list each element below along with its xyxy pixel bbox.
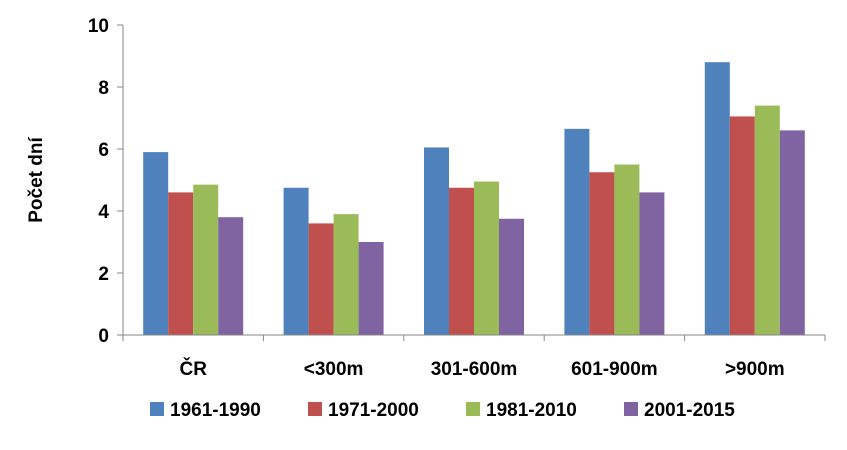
y-tick-label: 4 bbox=[98, 202, 109, 223]
x-tick-label: <300m bbox=[304, 359, 364, 380]
legend-label: 1981-2010 bbox=[486, 400, 577, 421]
bar-1981-2010->900m bbox=[754, 105, 780, 335]
bar-1961-1990-601-900m bbox=[564, 128, 590, 335]
legend-swatch bbox=[624, 402, 638, 416]
y-tick-label: 2 bbox=[98, 264, 109, 285]
y-tick-label: 8 bbox=[98, 78, 109, 99]
legend-swatch bbox=[150, 402, 164, 416]
legend-swatch bbox=[466, 402, 480, 416]
bar-1981-2010-<300m bbox=[333, 214, 359, 335]
legend-label: 1961-1990 bbox=[170, 400, 261, 421]
legend-swatch bbox=[308, 402, 322, 416]
bar-2001-2015-ČR bbox=[218, 217, 244, 335]
y-tick-label: 0 bbox=[98, 326, 109, 347]
axes bbox=[122, 25, 825, 336]
legend: 1961-1990 1971-2000 1981-2010 2001-2015 bbox=[150, 400, 735, 421]
bar-1971-2000-ČR bbox=[168, 192, 194, 335]
bar-1971-2000->900m bbox=[729, 116, 755, 335]
y-axis-title: Počet dní bbox=[26, 137, 47, 223]
bar-1971-2000-<300m bbox=[308, 223, 334, 335]
bar-1981-2010-301-600m bbox=[474, 181, 499, 335]
bar-2001-2015-301-600m bbox=[499, 218, 524, 335]
bar-2001-2015-<300m bbox=[358, 242, 384, 335]
bar-1961-1990-301-600m bbox=[424, 147, 449, 335]
bar-1981-2010-ČR bbox=[193, 184, 219, 335]
y-axis: 0 2 4 6 8 10 bbox=[88, 16, 123, 347]
bar-1961-1990-<300m bbox=[283, 187, 309, 335]
x-tick-label: 601-900m bbox=[571, 359, 658, 380]
y-tick-label: 6 bbox=[98, 140, 109, 161]
x-axis: ČR <300m 301-600m 601-900m >900m bbox=[122, 335, 826, 380]
x-tick-label: 301-600m bbox=[431, 359, 518, 380]
x-tick-label: >900m bbox=[725, 359, 785, 380]
bar-1971-2000-301-600m bbox=[449, 187, 474, 335]
bar-2001-2015-601-900m bbox=[639, 192, 665, 335]
y-tick-label: 10 bbox=[88, 16, 109, 37]
bar-1961-1990-ČR bbox=[143, 152, 169, 335]
bar-2001-2015->900m bbox=[779, 130, 805, 335]
legend-label: 2001-2015 bbox=[644, 400, 735, 421]
bar-1961-1990->900m bbox=[704, 62, 730, 335]
legend-label: 1971-2000 bbox=[328, 400, 419, 421]
plot-area bbox=[143, 62, 805, 335]
bar-1971-2000-601-900m bbox=[589, 172, 615, 335]
bar-1981-2010-601-900m bbox=[614, 164, 640, 335]
x-tick-label: ČR bbox=[179, 358, 207, 380]
